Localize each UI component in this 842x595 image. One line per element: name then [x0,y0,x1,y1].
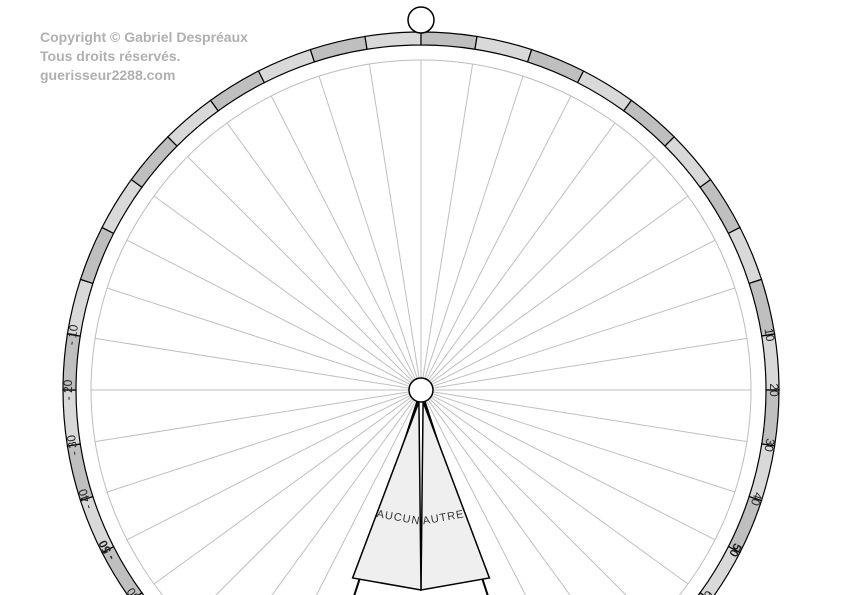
dial-ray [428,123,615,380]
tick-label: 20 [767,383,781,397]
dial-ray [423,64,473,378]
dial-ray [227,123,414,380]
ring-segment [258,50,314,83]
dial-ray [431,196,688,383]
ring-segment [131,137,177,187]
dial-ray [95,338,409,388]
ring-segment [762,334,779,390]
tick-label: - 20 [61,379,75,400]
dial-svg: AUTREAUCUN- 100- 90- 80- 70- 60- 50- 40-… [0,0,842,595]
dial-ray [429,157,654,382]
hub-circle [409,378,433,402]
ring-segment [310,36,367,61]
ring-segment [365,32,421,49]
dial-ray [127,240,410,384]
wedge-aucun [353,402,421,590]
tick-label: 30 [761,438,777,454]
ring-segment [102,180,142,234]
ring-segment [528,50,584,83]
dial-ray [107,394,409,492]
dial-ray [188,157,413,382]
dial-ray [369,64,419,378]
dial-ray [432,240,715,384]
dial-ray [433,392,747,442]
dial-ray [426,96,570,379]
dial-ray [319,76,417,378]
dial-ray [271,96,415,379]
ring-segment [578,71,632,111]
dial-ray [432,395,715,539]
ring-segment [700,180,740,234]
ring-segment [81,227,114,283]
dial-ray [154,196,411,383]
pendulum-dial-chart: Copyright © Gabriel Despréaux Tous droit… [0,0,842,595]
dial-ray [433,338,747,388]
dial-ray [432,394,734,492]
ring-segment [624,100,674,146]
ring-segment [728,227,761,283]
ring-segment [475,36,532,61]
tick-label: 10 [762,327,778,343]
dial-ray [432,288,734,386]
ring-segment [211,71,265,111]
dial-ray [425,76,523,378]
dial-ray [107,288,409,386]
wedge-autre [421,402,489,590]
top-anchor-circle [408,7,434,33]
ring-segment [421,32,477,49]
dial-ray [95,392,409,442]
ring-segment [168,100,218,146]
ring-segment [665,137,711,187]
dial-ray [127,395,410,539]
